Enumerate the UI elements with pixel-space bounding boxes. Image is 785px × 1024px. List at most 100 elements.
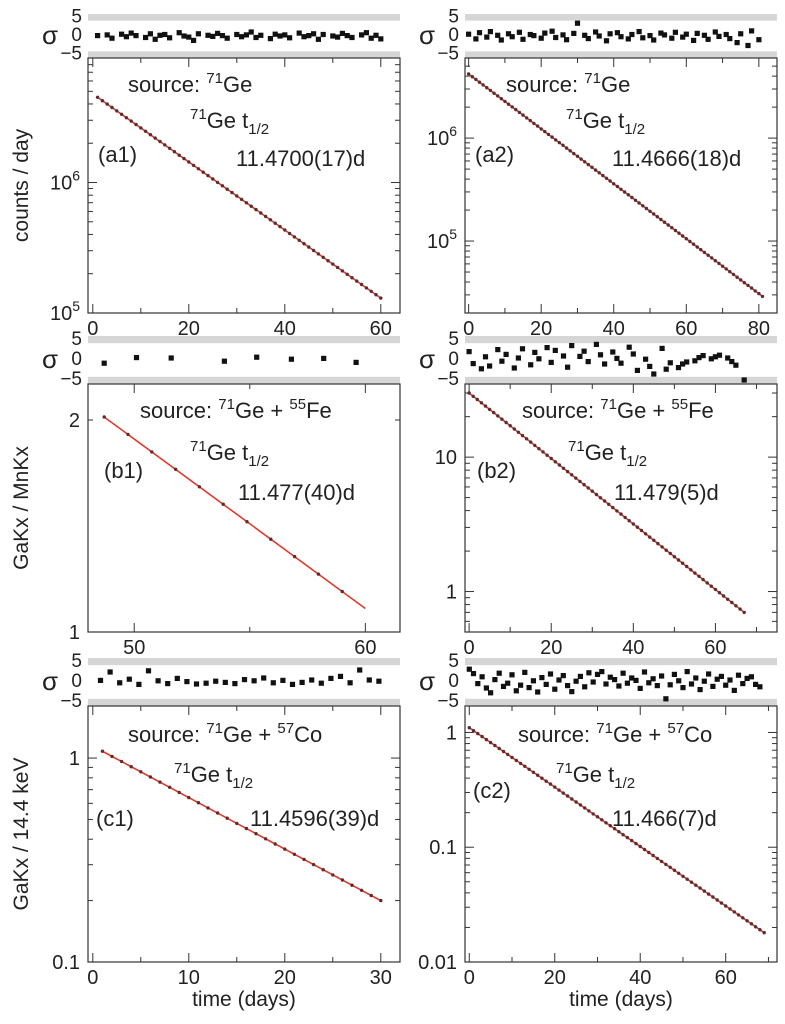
- data-point: [528, 118, 532, 123]
- residual-point: [328, 675, 334, 681]
- data-point: [497, 746, 501, 751]
- residual-point: [593, 29, 599, 35]
- data-point: [611, 505, 615, 510]
- residual-point: [133, 33, 139, 39]
- halflife-value: 11.4700(17)d: [236, 146, 365, 171]
- residual-strip: 50−5σ: [419, 7, 777, 64]
- residual-point: [661, 32, 668, 38]
- residual-point: [741, 377, 747, 383]
- data-point: [664, 862, 668, 867]
- residual-point: [683, 31, 689, 37]
- data-point: [167, 146, 172, 150]
- source-label: source: 71Ge: [506, 70, 630, 97]
- data-point: [488, 740, 493, 745]
- x-tick-label: 0: [87, 318, 98, 340]
- data-point: [476, 731, 480, 736]
- residual-point: [107, 669, 113, 675]
- plot-frame: [87, 57, 401, 314]
- data-point: [269, 537, 273, 541]
- data-point: [263, 837, 268, 841]
- data-point: [350, 276, 354, 280]
- residual-point: [735, 672, 742, 678]
- residual-point: [243, 32, 249, 38]
- data-point: [273, 842, 277, 846]
- data-point: [292, 235, 297, 239]
- data-point: [496, 414, 500, 418]
- residual-point: [320, 31, 326, 38]
- residual-point: [522, 669, 528, 675]
- source-label: source: 71Ge: [128, 70, 252, 97]
- data-point: [691, 242, 696, 246]
- halflife-label: 71Ge t1/2: [190, 106, 269, 138]
- data-point: [579, 157, 583, 161]
- residual-lower-band: [88, 698, 400, 706]
- residual-point: [607, 31, 613, 37]
- data-point: [521, 113, 525, 117]
- data-point: [709, 584, 713, 588]
- panel-label: (a2): [475, 142, 514, 167]
- x-tick-label: 0: [464, 967, 475, 989]
- residual-point: [637, 685, 643, 691]
- data-point: [724, 904, 728, 908]
- x-tick-label: 60: [715, 967, 737, 989]
- x-tick-label: 20: [178, 318, 200, 340]
- y-tick-label: 0.1: [52, 952, 80, 974]
- residual-point: [650, 676, 656, 682]
- data-point: [527, 767, 531, 771]
- data-point: [484, 737, 489, 742]
- data-point: [561, 791, 565, 795]
- residual-point: [548, 359, 554, 365]
- residual-point: [376, 678, 382, 684]
- residual-point: [624, 680, 630, 686]
- data-point: [359, 282, 364, 287]
- data-point: [634, 841, 638, 846]
- data-point: [278, 224, 282, 229]
- x-tick-label: 30: [370, 967, 392, 989]
- residual-point: [475, 681, 481, 687]
- residual-point: [251, 678, 257, 684]
- data-point: [681, 874, 685, 878]
- data-point: [545, 453, 549, 457]
- data-point: [760, 294, 765, 299]
- residual-tick-label: 5: [448, 651, 459, 672]
- data-point: [187, 795, 191, 800]
- residual-point: [718, 673, 724, 679]
- data-point: [225, 187, 229, 191]
- data-point: [544, 779, 548, 783]
- data-point: [720, 264, 725, 268]
- residual-point: [496, 670, 502, 676]
- residual-lower-band: [465, 51, 777, 58]
- residual-point: [560, 673, 566, 679]
- sigma-label: σ: [419, 666, 435, 696]
- data-point: [541, 450, 545, 454]
- data-point: [597, 171, 601, 175]
- data-point: [215, 811, 220, 815]
- data-point: [220, 184, 225, 188]
- residual-point: [306, 33, 312, 39]
- data-point: [523, 764, 527, 768]
- data-point: [480, 734, 484, 739]
- residual-point: [651, 371, 657, 377]
- data-point: [604, 176, 609, 180]
- residual-strip: 50−5σ: [42, 329, 400, 390]
- data-point: [488, 88, 493, 93]
- residual-point: [560, 32, 566, 38]
- y-tick-label: 1: [446, 582, 457, 604]
- data-point: [150, 450, 154, 454]
- data-point: [693, 571, 697, 575]
- data-point: [517, 110, 522, 115]
- data-point: [292, 554, 297, 559]
- data-point: [292, 852, 297, 856]
- residual-point: [544, 345, 550, 351]
- residual-tick-label: 5: [71, 7, 82, 28]
- data-point: [656, 541, 660, 546]
- residual-point: [318, 680, 324, 686]
- residual-point: [571, 30, 577, 36]
- data-point: [593, 168, 598, 172]
- residual-point: [641, 669, 648, 675]
- residual-point: [315, 36, 321, 42]
- residual-point: [542, 30, 548, 36]
- residual-lower-band: [88, 376, 400, 384]
- data-point: [302, 857, 306, 862]
- data-point: [537, 447, 541, 451]
